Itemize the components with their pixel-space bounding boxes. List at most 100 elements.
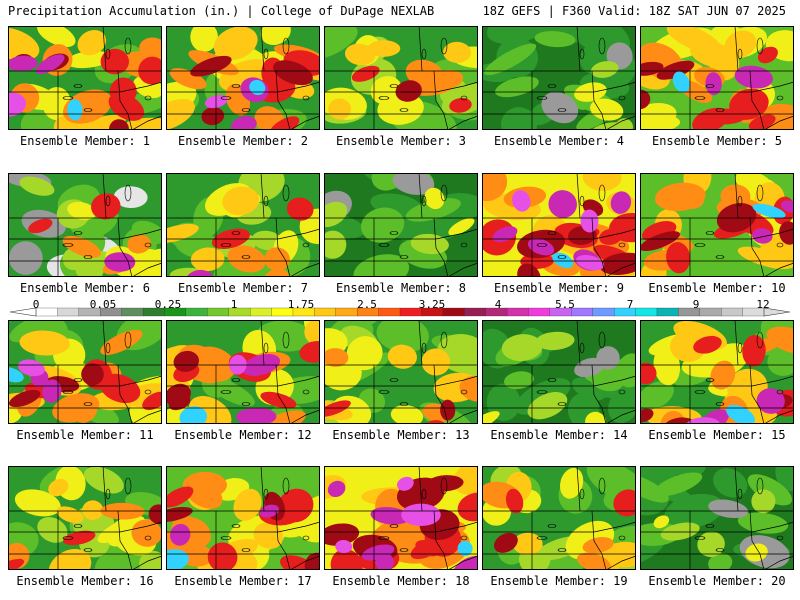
precip-contour — [590, 61, 619, 78]
lake-outline — [421, 48, 427, 60]
precip-contour — [62, 235, 101, 258]
lake-outline — [737, 48, 743, 60]
precip-contour — [273, 60, 313, 86]
precip-contour — [752, 228, 773, 244]
lake-outline — [378, 96, 390, 100]
precip-contour — [590, 122, 629, 130]
precip-contour — [100, 48, 129, 75]
ensemble-member-label: Ensemble Member: 17 — [174, 574, 312, 588]
ensemble-member-label: Ensemble Member: 4 — [493, 134, 625, 148]
lake-outline — [776, 95, 784, 101]
lake-outline — [776, 389, 784, 395]
boundary-line — [418, 26, 423, 72]
lake-outline — [694, 243, 706, 247]
lake-outline — [536, 96, 548, 100]
lake-outline — [220, 536, 232, 540]
color-scale-swatch — [185, 307, 208, 317]
boundary-line — [593, 228, 636, 240]
color-scale-max-arrow — [763, 307, 791, 317]
lake-outline — [144, 95, 152, 101]
precip-contour — [752, 203, 786, 219]
precip-contour — [726, 404, 755, 424]
boundary-line — [433, 70, 449, 130]
lake-outline — [144, 242, 152, 248]
lake-outline — [618, 242, 626, 248]
lake-outline — [460, 389, 468, 395]
precip-contour — [640, 473, 669, 503]
boundary-line — [102, 26, 107, 72]
ensemble-member-panel: Ensemble Member: 6 — [8, 173, 162, 295]
precip-contour — [640, 113, 681, 130]
color-scale-min-arrow — [9, 307, 37, 317]
color-scale-swatch — [442, 307, 465, 317]
precip-contour — [405, 59, 444, 88]
color-scale-tick-label: 0 — [32, 298, 40, 311]
color-scale-swatch — [635, 307, 658, 317]
boundary-line — [576, 173, 581, 219]
boundary-line — [260, 466, 265, 512]
color-scale-svg — [9, 307, 791, 317]
lake-outline — [460, 535, 468, 541]
precip-contour — [37, 517, 68, 543]
lake-outline — [302, 95, 310, 101]
boundary-line — [275, 510, 291, 570]
lake-outline — [378, 390, 390, 394]
precip-map — [324, 173, 478, 277]
precip-contour — [104, 252, 136, 272]
boundary-line — [119, 521, 162, 533]
ensemble-member-label: Ensemble Member: 5 — [651, 134, 783, 148]
ensemble-member-panel: Ensemble Member: 16 — [8, 466, 162, 588]
precip-contour — [449, 97, 472, 113]
ensemble-member-panel: Ensemble Member: 14 — [482, 320, 636, 442]
boundary-line — [447, 262, 478, 277]
boundary-line — [277, 521, 320, 533]
lake-outline — [231, 378, 241, 382]
lake-outline — [557, 548, 567, 552]
precip-contour — [280, 516, 320, 538]
precip-contour — [376, 320, 429, 353]
lake-outline — [440, 37, 448, 55]
precip-contour — [505, 488, 524, 514]
lake-outline — [378, 536, 390, 540]
lake-outline — [105, 195, 111, 207]
precip-contour — [552, 252, 574, 269]
lake-outline — [737, 195, 743, 207]
precip-contour — [548, 190, 577, 219]
precip-contour — [17, 359, 45, 377]
lake-outline — [389, 378, 399, 382]
lake-outline — [62, 390, 74, 394]
boundary-line — [289, 115, 320, 130]
precip-contour — [504, 371, 534, 390]
lake-outline — [220, 243, 232, 247]
precip-contour — [138, 56, 162, 85]
precip-contour — [693, 335, 722, 354]
precip-contour — [415, 540, 441, 557]
lake-outline — [105, 48, 111, 60]
boundary-line — [593, 521, 636, 533]
ensemble-member-label: Ensemble Member: 6 — [19, 281, 151, 295]
boundary-line — [576, 320, 581, 366]
precip-contour — [82, 500, 104, 521]
precip-contour — [67, 99, 83, 121]
lake-outline — [756, 477, 764, 495]
precip-contour — [392, 173, 435, 195]
precip-map — [640, 320, 794, 424]
ensemble-member-panel: Ensemble Member: 11 — [8, 320, 162, 442]
precip-map — [8, 173, 162, 277]
lake-outline — [144, 389, 152, 395]
precip-contour — [493, 532, 518, 553]
precip-contour — [596, 346, 620, 370]
color-scale-swatch — [464, 307, 487, 317]
precip-contour — [14, 489, 61, 517]
precip-contour — [390, 405, 424, 424]
precip-contour — [527, 392, 568, 420]
precip-contour — [705, 72, 722, 96]
ensemble-member-panel: Ensemble Member: 12 — [166, 320, 320, 442]
precip-contour — [397, 476, 414, 491]
color-scale-tick-label: 3.25 — [418, 298, 446, 311]
precip-map — [482, 466, 636, 570]
lake-outline — [62, 536, 74, 540]
lake-outline — [598, 477, 606, 495]
lake-outline — [756, 37, 764, 55]
lake-outline — [618, 95, 626, 101]
